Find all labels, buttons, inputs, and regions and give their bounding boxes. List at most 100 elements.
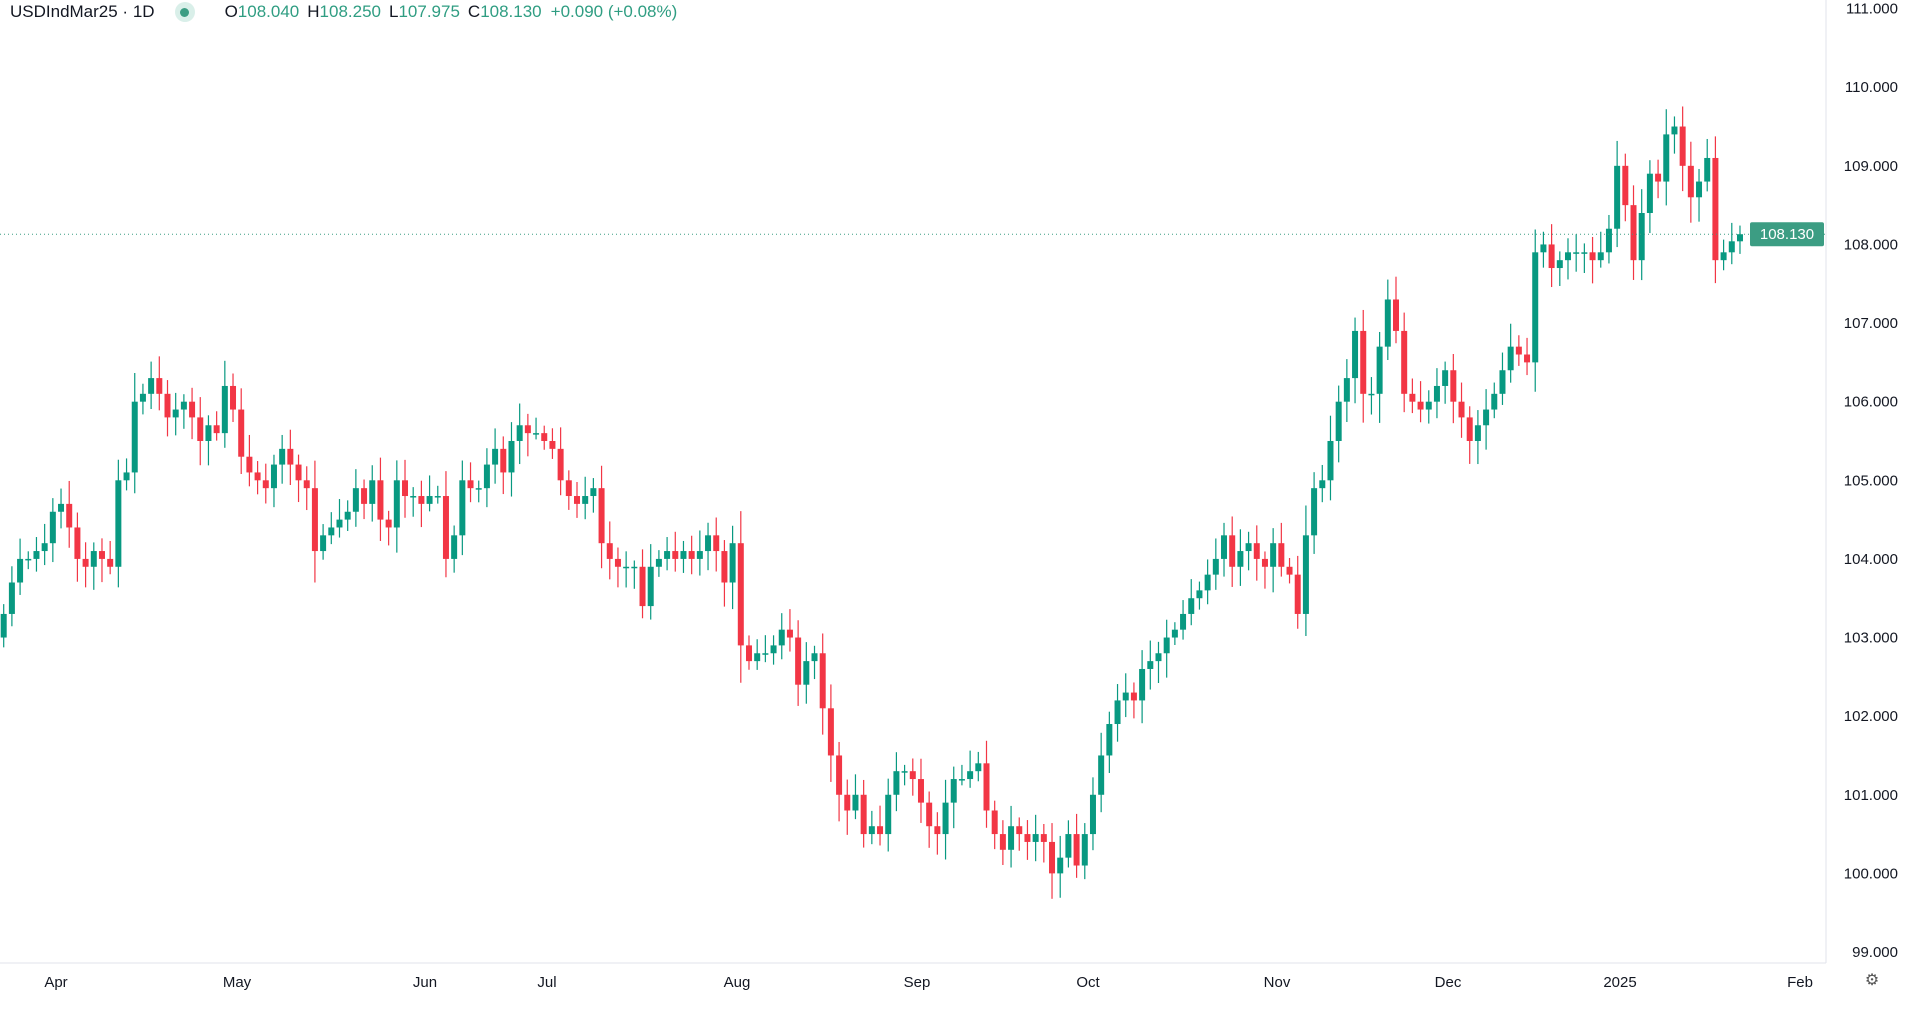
candle-body (1261, 558, 1268, 567)
y-tick-label: 105.000 (1844, 472, 1898, 489)
candle-body (762, 653, 769, 655)
candle-body (180, 401, 187, 410)
candle-body (1057, 857, 1064, 874)
y-tick-label: 99.000 (1852, 944, 1898, 961)
low-value: 107.975 (398, 2, 460, 21)
candle-up (696, 530, 703, 576)
candle-body (1147, 661, 1154, 669)
candle-down (836, 741, 843, 822)
candle-body (1401, 330, 1408, 394)
candle-body (786, 629, 793, 638)
candle-body (1311, 488, 1318, 536)
candle-body (1417, 401, 1424, 410)
candle-body (565, 480, 572, 497)
candle-body (1040, 834, 1047, 842)
candle-down (500, 436, 507, 495)
candle-up (1032, 814, 1039, 862)
candle-body (66, 503, 73, 528)
settings-icon[interactable]: ⚙ (1864, 972, 1880, 989)
candle-up (762, 635, 769, 663)
candle-body (1278, 543, 1285, 567)
candle-down (1073, 813, 1080, 878)
candle-up (958, 764, 965, 786)
candle-body (205, 425, 212, 441)
candle-body (1188, 598, 1195, 614)
candle-body (1319, 480, 1326, 489)
candle-body (369, 480, 376, 504)
candle-body (1008, 826, 1015, 850)
candle-up (1646, 160, 1653, 234)
candle-up (1474, 410, 1481, 465)
candle-body (1270, 543, 1277, 567)
candle-up (516, 403, 523, 465)
candle-up (1638, 189, 1645, 281)
candle-body (1597, 252, 1604, 261)
candle-up (885, 778, 892, 852)
candle-down (213, 411, 220, 441)
candle-body (967, 771, 974, 780)
candle-body (58, 503, 65, 512)
candle-body (983, 763, 990, 811)
candle-body (467, 480, 474, 489)
candle-down (598, 465, 605, 569)
candle-down (721, 540, 728, 607)
candle-up (893, 752, 900, 812)
candle-up (1491, 382, 1498, 419)
candle-up (180, 394, 187, 429)
candle-up (459, 460, 466, 556)
candle-body (434, 496, 441, 498)
candle-body (279, 448, 286, 465)
candle-body (541, 433, 548, 441)
candle-body (1483, 409, 1490, 426)
candle-body (336, 519, 343, 528)
candle-body (262, 480, 269, 489)
candle-body (1237, 551, 1244, 567)
candle-body (1393, 299, 1399, 331)
candle-body (1556, 260, 1563, 269)
candle-up (778, 613, 785, 660)
candle-body (688, 551, 695, 559)
candle-body (1532, 252, 1539, 363)
candle-up (1581, 243, 1588, 274)
candle-body (385, 519, 392, 528)
candle-down (1458, 382, 1465, 438)
candle-body (1442, 370, 1449, 386)
candle-up (0, 604, 7, 648)
candle-body (1679, 126, 1686, 166)
candle-body (238, 409, 245, 457)
symbol-title[interactable]: USDIndMar25 · 1D (10, 2, 155, 21)
x-tick-label: Oct (1076, 974, 1100, 991)
candle-body (107, 558, 114, 567)
candle-body (1573, 252, 1580, 254)
x-tick-label: Feb (1787, 974, 1813, 991)
candle-up (1696, 168, 1703, 222)
candle-body (917, 779, 924, 803)
candle-body (123, 472, 130, 481)
candle-body (803, 661, 810, 685)
candle-body (1352, 330, 1359, 379)
candle-up (1155, 641, 1162, 683)
candle-body (1139, 668, 1146, 701)
candle-up (1507, 323, 1514, 383)
candle-up (729, 525, 736, 610)
candle-body (754, 653, 761, 662)
candle-body (1114, 700, 1121, 725)
candle-body (934, 826, 941, 835)
candle-down (377, 457, 384, 541)
candle-up (533, 417, 540, 440)
candle-down (934, 812, 941, 855)
candle-body (451, 535, 458, 559)
candle-body (0, 613, 7, 638)
candle-down (287, 429, 294, 486)
candle-up (1442, 361, 1449, 404)
candle-body (778, 629, 785, 646)
x-tick-label: Apr (44, 974, 67, 991)
candle-body (729, 543, 736, 583)
candle-body (909, 771, 916, 780)
candle-down (1687, 141, 1694, 223)
high-label: H (307, 2, 320, 21)
candle-body (1327, 440, 1334, 481)
candle-down (467, 462, 474, 503)
candle-down (1049, 823, 1056, 899)
